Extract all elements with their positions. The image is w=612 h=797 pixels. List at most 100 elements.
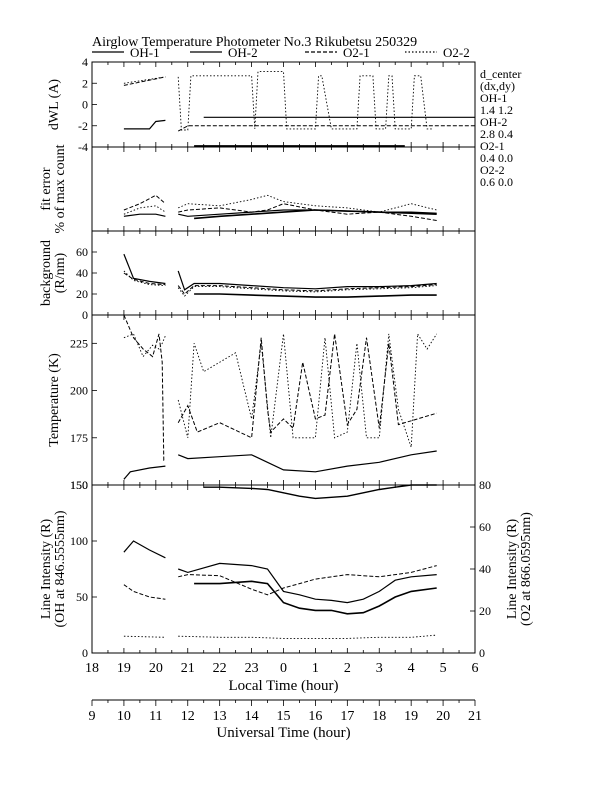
- y-axis-label: dWL (A): [47, 79, 62, 131]
- series-oh-1: [123, 540, 437, 604]
- series-oh-2: [194, 293, 437, 298]
- y-tick-label: 175: [70, 431, 88, 445]
- d-center-line: O2-1: [480, 139, 505, 153]
- y-tick-label: 0: [82, 308, 88, 322]
- panel-frame: [91, 230, 476, 316]
- panel-1: 4 2 0 -2 -4 dWL (A): [47, 55, 476, 154]
- y-tick-label: 150: [70, 478, 88, 492]
- y-tick-label: 60: [76, 245, 88, 259]
- y-axis-label: background: [39, 240, 54, 306]
- d-center-line: (dx,dy): [480, 79, 515, 93]
- y-tick-label: 20: [76, 287, 88, 301]
- panel-2: fit error% of max count: [39, 144, 476, 234]
- universal-time-tick-label: 18: [372, 709, 386, 724]
- y-right-tick-label: 80: [479, 478, 491, 492]
- series-o2-1: [123, 76, 475, 132]
- universal-time-tick-label: 11: [149, 709, 162, 724]
- legend-label-o2-1: O2-1: [343, 45, 370, 60]
- panel-frame: [91, 146, 476, 232]
- legend-label-o2-2: O2-2: [443, 45, 470, 60]
- y-tick-label: 200: [70, 384, 88, 398]
- series-o2-2: [123, 71, 434, 131]
- y-right-tick-label: 0: [479, 646, 485, 660]
- y-right-tick-label: 40: [479, 562, 491, 576]
- y-right-tick-label: 20: [479, 604, 491, 618]
- local-time-tick-label: 6: [472, 661, 479, 676]
- d-center-line: O2-2: [480, 163, 505, 177]
- local-time-tick-label: 20: [149, 661, 163, 676]
- series-o2-1: [123, 314, 437, 461]
- universal-time-tick-label: 9: [89, 709, 96, 724]
- universal-time-tick-label: 20: [436, 709, 450, 724]
- figure-title: Airglow Temperature Photometer No.3 Riku…: [92, 35, 417, 50]
- y-axis-label: Temperature (K): [47, 353, 62, 447]
- series-o2-2: [123, 332, 438, 448]
- panel-frame: [91, 61, 476, 148]
- universal-time-tick-label: 14: [245, 709, 259, 724]
- y-tick-label: 0: [82, 646, 88, 660]
- series-o2-2: [123, 270, 437, 297]
- y-tick-label: 100: [70, 534, 88, 548]
- universal-time-label: Universal Time (hour): [216, 725, 350, 741]
- series-oh-1: [123, 116, 475, 130]
- y-tick-label: 150: [70, 478, 88, 492]
- universal-time-tick-label: 15: [277, 709, 291, 724]
- local-time-tick-label: 0: [280, 661, 287, 676]
- y-axis-label: fit error: [39, 167, 54, 210]
- series-o2-1: [123, 194, 437, 221]
- y-tick-label: 225: [70, 336, 88, 350]
- universal-time-tick-label: 21: [468, 709, 482, 724]
- d-center-line: OH-1: [480, 91, 507, 105]
- series-o2-2: [123, 634, 437, 639]
- universal-time-tick-label: 10: [117, 709, 131, 724]
- y-axis-label: Line Intensity (R): [39, 519, 54, 620]
- y-axis-label: (OH at 846.5555nm): [53, 510, 68, 627]
- legend-label-oh-2: OH-2: [228, 45, 258, 60]
- universal-time-tick-label: 12: [181, 709, 195, 724]
- d-center-line: 0.6 0.0: [480, 175, 513, 189]
- universal-time-tick-label: 16: [308, 709, 322, 724]
- local-time-tick-label: 5: [440, 661, 447, 676]
- local-time-tick-label: 19: [117, 661, 131, 676]
- universal-time-tick-label: 19: [404, 709, 418, 724]
- local-time-tick-label: 18: [85, 661, 99, 676]
- legend-label-oh-1: OH-1: [130, 45, 160, 60]
- d-center-line: d_center: [480, 67, 521, 81]
- local-time-tick-label: 4: [408, 661, 415, 676]
- series-oh-1: [123, 450, 437, 480]
- y-tick-label: -4: [78, 140, 88, 154]
- series-oh-2: [194, 580, 437, 615]
- local-time-tick-label: 23: [245, 661, 259, 676]
- panel-frame: [91, 484, 476, 654]
- series-o2-2: [123, 194, 437, 215]
- y-tick-label: -2: [78, 119, 88, 133]
- y-axis-label: % of max count: [53, 144, 68, 233]
- local-time-tick-label: 21: [181, 661, 195, 676]
- panel-3: 60 40 20 0 background (R/nm): [39, 230, 476, 322]
- y-axis-label: (R/nm): [53, 252, 68, 293]
- series-o2-2-upper: [203, 484, 437, 500]
- d-center-line: 2.8 0.4: [480, 127, 513, 141]
- y-tick-label: 0: [82, 98, 88, 112]
- series-oh-1: [123, 253, 437, 291]
- local-time-tick-label: 3: [376, 661, 383, 676]
- y-tick-label: 50: [76, 590, 88, 604]
- y-tick-label: 40: [76, 266, 88, 280]
- panel-4: 225 200 175 150 Temperature (K): [47, 314, 476, 492]
- d-center-line: 1.4 1.2: [480, 103, 513, 117]
- series-oh-2: [194, 209, 437, 220]
- y-tick-label: 2: [82, 76, 88, 90]
- universal-time-tick-label: 17: [340, 709, 354, 724]
- local-time-tick-label: 22: [213, 661, 227, 676]
- y-right-tick-label: 60: [479, 520, 491, 534]
- legend: OH-1 OH-2 O2-1 O2-2: [92, 45, 470, 60]
- series-o2-1: [123, 565, 437, 600]
- series-o2-1: [123, 272, 437, 295]
- y-axis-label-right: (O2 at 866.0595nm): [519, 512, 534, 626]
- y-axis-label-right: Line Intensity (R): [505, 519, 520, 620]
